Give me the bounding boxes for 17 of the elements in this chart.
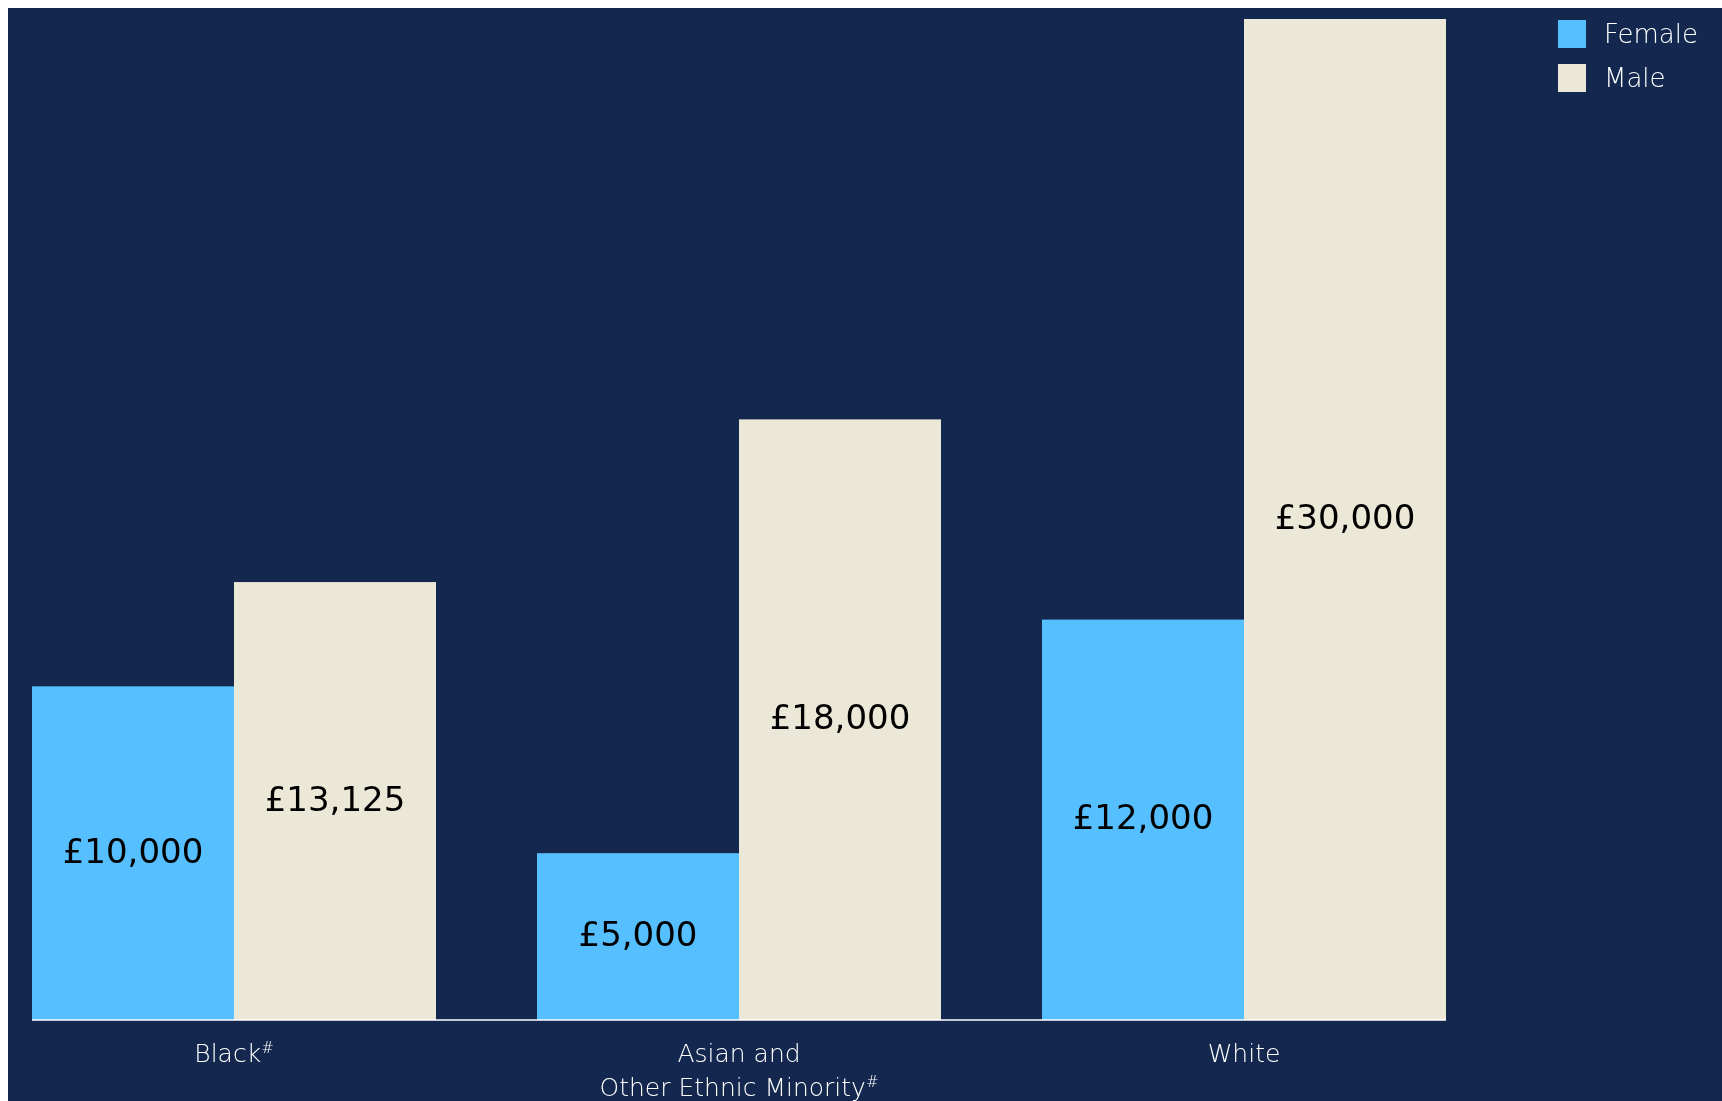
x-tick-label: White xyxy=(1207,1039,1281,1068)
legend-label: Male xyxy=(1604,62,1666,93)
data-label: £30,000 xyxy=(1274,497,1416,537)
data-label: £10,000 xyxy=(62,830,204,871)
bar xyxy=(32,686,234,1020)
data-label: £5,000 xyxy=(578,914,698,955)
x-tick-label: Black$^{#}$ xyxy=(194,1039,274,1068)
data-label: £13,125 xyxy=(264,778,406,819)
data-label: £18,000 xyxy=(769,697,911,738)
bar xyxy=(1244,19,1446,1020)
legend-label: Female xyxy=(1604,18,1699,49)
bar xyxy=(1042,619,1244,1020)
bar xyxy=(537,853,739,1020)
x-tick-label: Asian and Other Ethnic Minority$^{#}$ xyxy=(599,1039,879,1101)
bar xyxy=(739,419,941,1020)
data-label: £12,000 xyxy=(1072,797,1214,838)
bar xyxy=(234,582,436,1020)
